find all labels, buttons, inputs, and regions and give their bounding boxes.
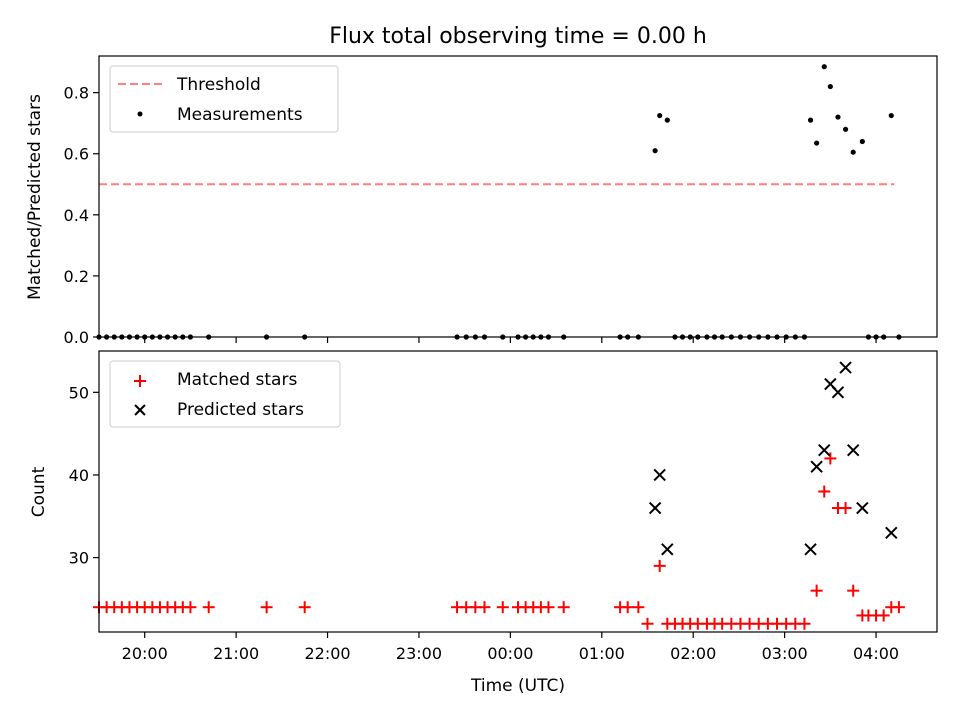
top-legend-box (109, 65, 339, 133)
y-tick-label: 30 (69, 549, 89, 568)
measurement-point (807, 117, 814, 123)
matched-star-point (877, 609, 890, 622)
predicted-star-point (856, 501, 869, 515)
predicted-star-point (839, 361, 852, 374)
y-tick-label: 0.8 (64, 84, 89, 103)
measurement-point (652, 148, 658, 154)
predicted-star-point (818, 443, 831, 457)
bottom-plot-marks (93, 361, 905, 630)
x-axis-label: Time (UTC) (470, 676, 565, 696)
matched-star-point (824, 452, 837, 465)
measurement-point (850, 149, 856, 155)
predicted-star-point (831, 386, 845, 399)
y-tick-label: 50 (69, 383, 89, 402)
matched-star-point (202, 601, 215, 614)
matched-star-point (653, 559, 666, 572)
bottom-x-ticks: 20:00 21:00 22:00 23:00 00:00 01:00 02:00 03:00… (122, 632, 899, 663)
legend-threshold-label: Threshold (176, 75, 261, 95)
matched-star-point (542, 601, 555, 614)
measurement-point (664, 117, 670, 123)
matched-star-point (260, 601, 273, 614)
legend-measurements-label: Measurements (177, 105, 303, 125)
predicted-star-point (648, 501, 662, 515)
matched-star-point (298, 601, 311, 614)
x-tick-label: 01:00 (579, 644, 625, 663)
matched-star-point (810, 584, 823, 597)
matched-star-point (847, 584, 860, 597)
top-panel: Matched/Predicted stars 0.00.20.40.60.8 … (25, 55, 938, 347)
x-tick-label: 00:00 (487, 644, 533, 663)
legend-predicted-label: Predicted stars (177, 400, 304, 420)
bottom-y-ticks: 30 40 50 (69, 383, 99, 568)
x-tick-label: 21:00 (213, 644, 259, 663)
y-tick-label: 0.2 (64, 267, 89, 286)
bottom-legend-box (109, 360, 341, 428)
matched-star-point (478, 601, 491, 614)
matched-star-point (839, 502, 852, 515)
matched-star-point (641, 617, 654, 630)
matched-star-point (632, 601, 645, 614)
x-tick-label: 22:00 (304, 644, 350, 663)
x-tick-label: 23:00 (396, 644, 442, 663)
matched-star-point (818, 485, 831, 498)
bottom-legend: Matched stars Predicted stars (109, 360, 341, 428)
predicted-star-point (661, 543, 674, 556)
x-tick-label: 04:00 (853, 644, 899, 663)
matched-star-point (557, 601, 570, 614)
top-y-ticks: 0.0 0.2 0.4 0.6 0.8 (64, 84, 99, 347)
measurement-point (827, 83, 833, 90)
legend-matched-label: Matched stars (177, 370, 297, 390)
measurement-point (821, 64, 827, 70)
measurement-point (657, 112, 663, 119)
y-tick-label: 40 (69, 466, 89, 485)
x-tick-label: 03:00 (762, 644, 808, 663)
top-legend: Threshold Measurements (109, 65, 339, 133)
predicted-star-point (885, 526, 898, 540)
y-tick-label: 0.4 (64, 206, 89, 225)
matched-star-point (892, 601, 905, 614)
top-axes-frame (98, 55, 938, 338)
matched-star-point (798, 617, 811, 630)
matched-star-point (184, 601, 197, 614)
top-y-axis-label: Matched/Predicted stars (25, 94, 45, 300)
predicted-star-point (653, 468, 666, 482)
x-tick-label: 20:00 (122, 644, 168, 663)
bottom-y-axis-label: Count (29, 466, 49, 517)
y-tick-label: 0.0 (64, 328, 89, 347)
y-tick-label: 0.6 (64, 145, 89, 164)
measurement-point (888, 112, 894, 119)
predicted-star-point (846, 443, 860, 457)
x-tick-label: 02:00 (670, 644, 716, 663)
legend-matched-swatch (134, 375, 146, 387)
measurement-point (814, 140, 820, 146)
measurement-point (835, 114, 841, 120)
measurement-point (859, 138, 865, 145)
measurement-point (842, 126, 849, 132)
predicted-star-point (804, 543, 817, 556)
chart-title: Flux total observing time = 0.00 h (329, 24, 707, 49)
legend-measurements-swatch (137, 111, 143, 117)
matched-star-point (496, 601, 509, 614)
legend-predicted-swatch (134, 404, 146, 416)
bottom-axes-frame (98, 350, 938, 633)
predicted-star-point (810, 460, 823, 473)
matched-star-point (621, 601, 634, 614)
